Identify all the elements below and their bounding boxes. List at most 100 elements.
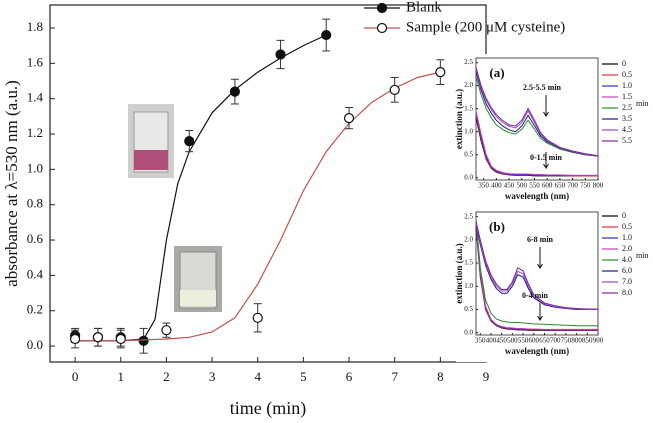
x-tick-label: 1 (118, 369, 125, 384)
y-tick-label: 0.6 (27, 231, 44, 246)
spectrum-line (475, 221, 598, 310)
x-tick-label: 750 (561, 337, 572, 345)
fit-curve (75, 71, 441, 342)
y-tick-label: 1.6 (27, 54, 44, 69)
legend-label: 0.5 (622, 70, 632, 79)
arrow-head (543, 111, 549, 117)
x-tick-label: 350 (475, 337, 486, 345)
legend-label: Blank (406, 0, 442, 15)
x-axis-label: wavelength (nm) (505, 191, 569, 201)
annotation: 6-8 min (527, 235, 554, 244)
spectrum-line (475, 67, 599, 157)
x-tick-label: 850 (582, 337, 593, 345)
x-tick-label: 800 (593, 182, 604, 190)
legend-label: Sample (200 μM cysteine) (406, 19, 565, 35)
legend-label: 4.5 (622, 125, 632, 134)
panel-label: (a) (489, 65, 504, 80)
annotation: 2.5-5.5 min (523, 83, 562, 92)
x-tick-label: 500 (517, 182, 528, 190)
y-tick-label: 0.0 (464, 328, 473, 336)
x-tick-label: 700 (550, 337, 561, 345)
spectrum-line (475, 220, 598, 330)
data-point (435, 67, 446, 78)
y-tick-label: 0.8 (27, 196, 43, 211)
y-tick-label: 1.2 (27, 125, 43, 140)
data-point (184, 135, 195, 147)
data-point (343, 113, 355, 124)
legend-label: 0 (622, 59, 626, 68)
legend-unit: min (636, 99, 648, 108)
y-tick-label: 0.0 (464, 173, 473, 181)
y-tick-label: 0.5 (464, 150, 473, 158)
x-tick-label: 550 (518, 337, 529, 345)
x-tick-label: 6 (346, 369, 353, 384)
spectrum-line (475, 76, 599, 157)
arrow-head (537, 315, 543, 321)
data-point (92, 332, 104, 343)
x-axis-label: time (min) (230, 398, 306, 419)
x-tick-label: 450 (504, 182, 515, 190)
y-tick-label: 1.4 (27, 90, 44, 105)
y-tick-label: 1.8 (27, 19, 43, 34)
data-point (161, 325, 172, 336)
data-point (229, 86, 241, 97)
arrow-head (543, 163, 549, 169)
x-tick-label: 8 (437, 369, 444, 384)
legend-label: 3.5 (622, 114, 632, 123)
x-tick-label: 600 (542, 182, 553, 190)
y-tick-label: 1.5 (464, 104, 473, 112)
plot-frame (475, 211, 599, 336)
y-tick-label: 0.4 (27, 266, 44, 281)
legend-label: 1.0 (622, 81, 632, 90)
y-tick-label: 0.5 (464, 305, 473, 313)
y-tick-label: 1.0 (464, 127, 473, 135)
y-tick-label: 1.0 (27, 160, 43, 175)
legend-label: 1.0 (622, 233, 632, 242)
x-tick-label: 700 (567, 182, 578, 190)
legend-label: 1.5 (622, 92, 632, 101)
annotation: 0-4 min (522, 291, 549, 300)
legend-label: 2.5 (622, 103, 632, 112)
legend-label: 0 (622, 211, 626, 220)
y-tick-label: 0.2 (27, 302, 43, 317)
legend-marker (376, 2, 388, 14)
y-axis-label: absorbance at λ=530 nm (a.u.) (2, 80, 21, 287)
blank-vial-liquid (134, 150, 168, 170)
legend-label: 8.0 (622, 288, 632, 297)
y-tick-label: 2.5 (464, 212, 473, 220)
x-tick-label: 500 (507, 337, 518, 345)
x-tick-label: 0 (72, 369, 79, 384)
y-tick-label: 1.5 (464, 259, 473, 267)
x-tick-label: 3 (209, 369, 216, 384)
data-point (321, 29, 332, 41)
x-tick-label: 800 (571, 337, 582, 345)
y-axis-label: extinction (a.u.) (454, 243, 464, 303)
x-tick-label: 750 (580, 182, 591, 190)
data-point (70, 333, 81, 345)
legend-label: 4.0 (622, 255, 632, 264)
x-tick-label: 5 (300, 369, 307, 384)
x-tick-label: 650 (555, 182, 566, 190)
y-tick-label: 1.0 (464, 282, 473, 290)
spectrum-line (475, 110, 598, 176)
vial-photos (128, 104, 222, 312)
y-tick-label: 2.0 (464, 235, 473, 243)
y-tick-label: 2.0 (464, 81, 473, 89)
x-tick-label: 400 (491, 182, 502, 190)
x-tick-label: 650 (539, 337, 550, 345)
data-point (138, 335, 149, 346)
plot-frame (49, 4, 487, 363)
legend-unit: min (636, 251, 648, 260)
legend-label: 0.5 (622, 222, 632, 231)
spectrum-line (475, 218, 598, 327)
x-tick-label: 2 (163, 369, 170, 384)
data-point (115, 333, 126, 345)
legend-marker (376, 22, 388, 34)
y-tick-label: 2.5 (464, 58, 473, 66)
legend-label: 2.0 (622, 244, 632, 253)
data-point (275, 49, 286, 60)
x-tick-label: 600 (529, 337, 540, 345)
x-tick-label: 350 (478, 182, 489, 190)
x-tick-label: 7 (391, 369, 398, 384)
